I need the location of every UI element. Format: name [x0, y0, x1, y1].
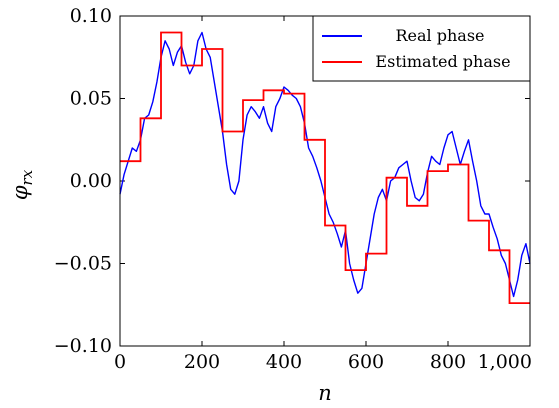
x-tick-label: 600: [348, 351, 384, 373]
x-tick-label: 0: [114, 351, 126, 373]
y-tick-label: 0.10: [70, 5, 112, 27]
y-tick-label: −0.10: [54, 335, 112, 357]
x-axis-title: n: [318, 381, 332, 405]
x-tick-label: 800: [430, 351, 466, 373]
y-tick-label: −0.05: [54, 253, 112, 275]
legend-label-estimated-phase: Estimated phase: [375, 52, 510, 71]
legend: Real phase Estimated phase: [312, 15, 531, 82]
y-axis-title-subscript: rx: [18, 169, 36, 185]
series-layer: [119, 31, 531, 304]
y-tick-label: 0.00: [70, 170, 112, 192]
legend-label-real-phase: Real phase: [395, 26, 484, 45]
y-axis-title: φrx: [8, 169, 36, 200]
x-tick-label: 1,000: [478, 351, 532, 373]
legend-box: [312, 15, 531, 82]
x-tick-label: 200: [184, 351, 220, 373]
x-tick-label: 400: [266, 351, 302, 373]
y-axis-title-symbol: φ: [8, 185, 32, 200]
series-estimated-phase-steps: [120, 31, 530, 304]
y-tick-label: 0.05: [70, 88, 112, 110]
x-axis-ticks: 0 200 400 600 800 1,000: [114, 16, 532, 373]
y-axis-ticks: −0.10 −0.05 0.00 0.05 0.10: [54, 5, 530, 357]
